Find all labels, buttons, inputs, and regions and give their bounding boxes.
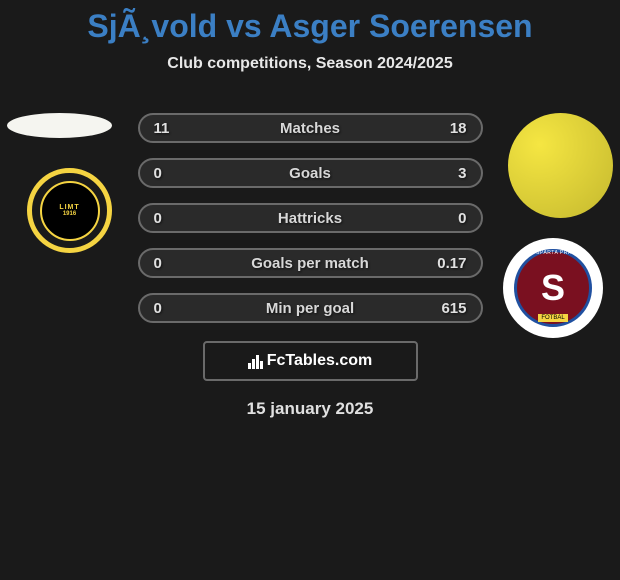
club2-logo-inner: AC SPARTA PRAHA S FOTBAL (514, 249, 592, 327)
brand-text: FcTables.com (267, 352, 373, 370)
club2-letter: S (541, 267, 565, 309)
stat-left-value: 0 (154, 300, 162, 317)
club1-logo: LIMT 1916 (27, 168, 112, 253)
stat-right-value: 18 (450, 120, 467, 137)
player2-avatar (508, 113, 613, 218)
player1-avatar (7, 113, 112, 138)
chart-icon (248, 353, 263, 369)
stat-right-value: 615 (441, 300, 466, 317)
subtitle: Club competitions, Season 2024/2025 (0, 55, 620, 73)
stat-rows: 11 Matches 18 0 Goals 3 0 Hattricks 0 0 … (138, 113, 483, 323)
brand-box[interactable]: FcTables.com (203, 341, 418, 381)
stat-right-value: 0 (458, 210, 466, 227)
stat-label: Matches (280, 120, 340, 137)
date-text: 15 january 2025 (0, 399, 620, 419)
stat-right-value: 3 (458, 165, 466, 182)
stat-row-hattricks: 0 Hattricks 0 (138, 203, 483, 233)
stat-row-goals: 0 Goals 3 (138, 158, 483, 188)
club2-footer: FOTBAL (538, 314, 567, 322)
stat-label: Min per goal (266, 300, 354, 317)
stat-right-value: 0.17 (437, 255, 466, 272)
stat-label: Goals per match (251, 255, 369, 272)
stat-label: Goals (289, 165, 331, 182)
club1-name: LIMT (59, 204, 79, 211)
page-title: SjÃ¸vold vs Asger Soerensen (0, 0, 620, 45)
comparison-area: LIMT 1916 AC SPARTA PRAHA S FOTBAL 11 Ma… (0, 113, 620, 419)
club2-name: AC SPARTA PRAHA (526, 250, 579, 256)
stat-left-value: 0 (154, 255, 162, 272)
club2-logo: AC SPARTA PRAHA S FOTBAL (503, 238, 603, 338)
stat-label: Hattricks (278, 210, 342, 227)
stat-row-min-per-goal: 0 Min per goal 615 (138, 293, 483, 323)
stat-row-goals-per-match: 0 Goals per match 0.17 (138, 248, 483, 278)
club1-year: 1916 (63, 211, 76, 217)
stat-row-matches: 11 Matches 18 (138, 113, 483, 143)
stat-left-value: 0 (154, 165, 162, 182)
stat-left-value: 11 (154, 120, 170, 137)
stat-left-value: 0 (154, 210, 162, 227)
club1-logo-inner: LIMT 1916 (40, 181, 100, 241)
